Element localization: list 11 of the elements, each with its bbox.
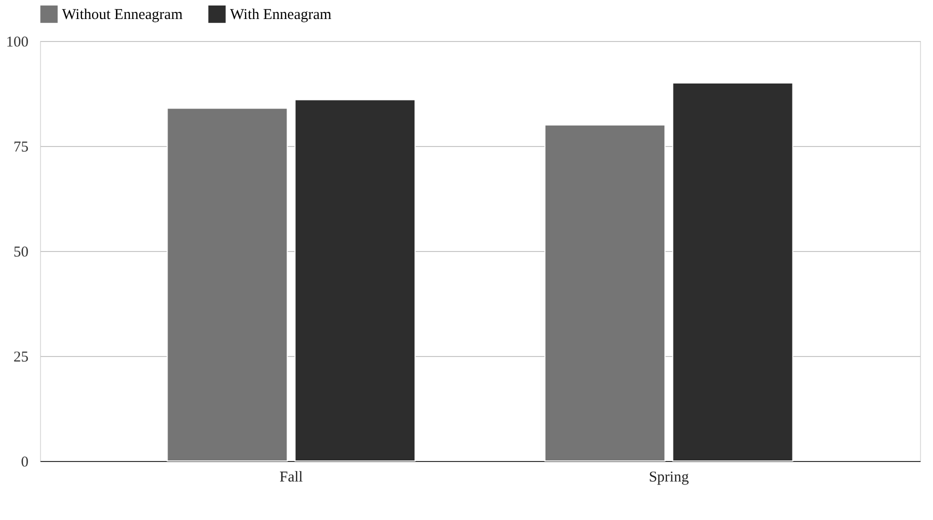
y-tick-label: 75 [14,140,28,156]
bar [544,124,666,462]
y-tick-label: 100 [6,34,28,50]
y-tick-label: 50 [14,244,28,260]
legend-label: With Enneagram [230,7,332,24]
x-tick-label: Fall [279,470,303,486]
y-tick-label: 25 [14,350,28,366]
x-tick-label: Spring [648,470,690,486]
y-tick-label: 0 [21,454,28,470]
legend-label: Without Enneagram [62,7,183,24]
bar [166,108,288,462]
